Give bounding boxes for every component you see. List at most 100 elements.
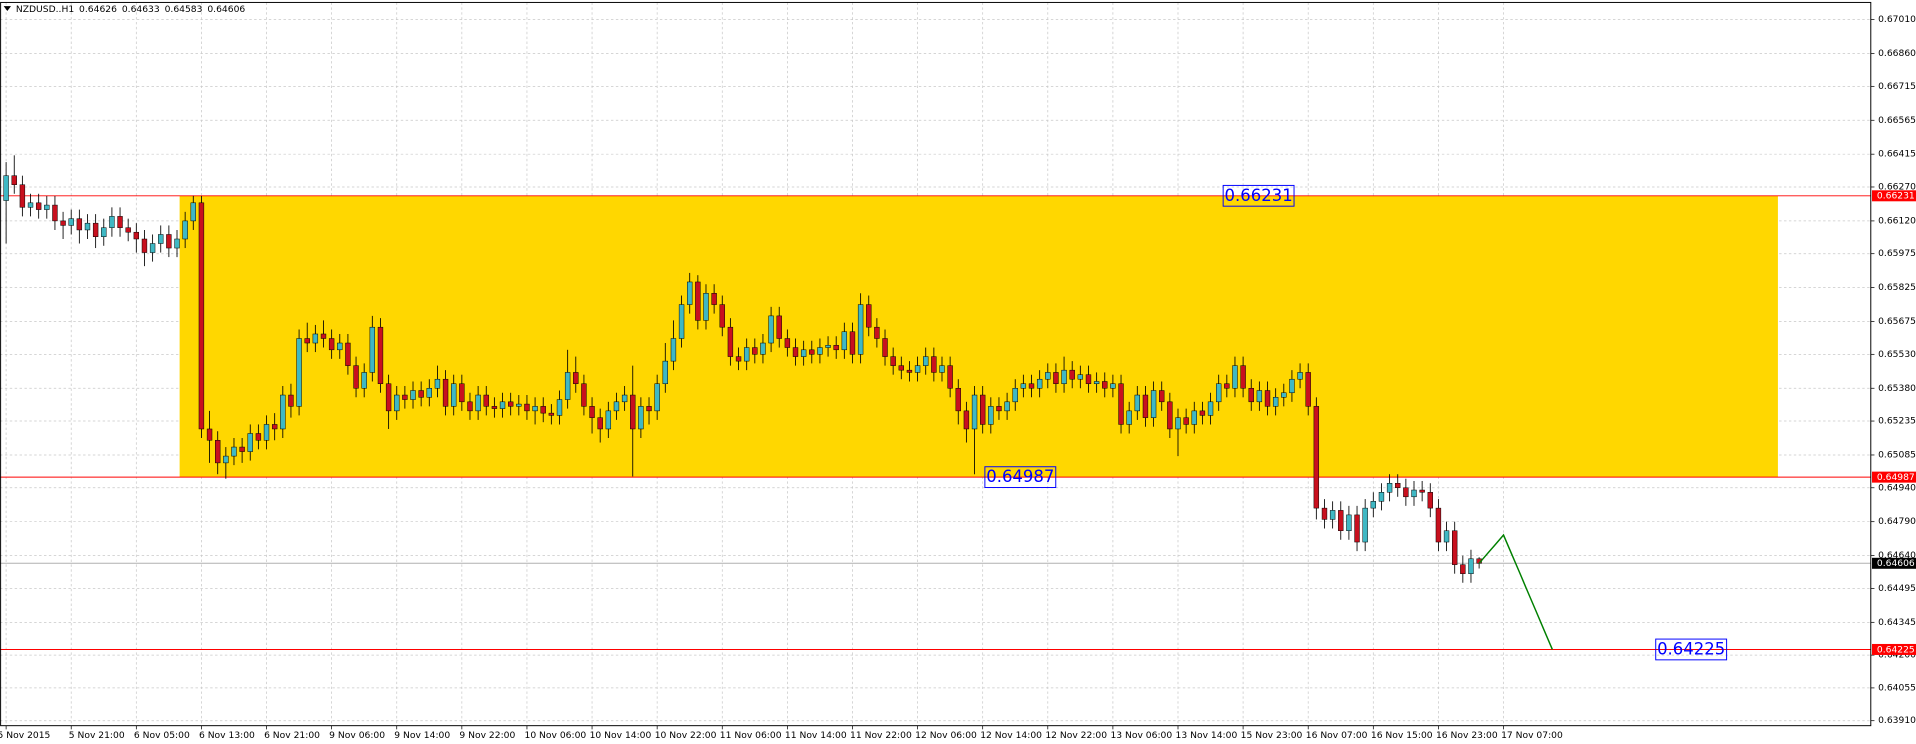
candle-body bbox=[117, 216, 123, 228]
candle-body bbox=[312, 333, 319, 344]
candle-body bbox=[784, 338, 791, 348]
candle-body bbox=[418, 390, 424, 398]
y-tick-label: 0.66415 bbox=[1878, 149, 1916, 160]
candle-body bbox=[1069, 369, 1075, 380]
candle-body bbox=[491, 406, 498, 409]
level-tag: 0.64225 bbox=[1877, 644, 1915, 655]
candle-body bbox=[1085, 374, 1092, 384]
candle-body bbox=[817, 347, 823, 355]
candle-body bbox=[923, 356, 929, 366]
candle-body bbox=[988, 406, 994, 425]
candle-body bbox=[678, 304, 685, 339]
candle-body bbox=[605, 410, 612, 430]
candle-body bbox=[11, 175, 17, 185]
candle-body bbox=[906, 369, 913, 373]
candle-body bbox=[1395, 482, 1401, 489]
candle-body bbox=[1264, 390, 1271, 407]
candle-body bbox=[695, 281, 701, 321]
axis-panel bbox=[1870, 0, 1916, 744]
candle-body bbox=[133, 231, 140, 240]
candle-body bbox=[1338, 510, 1344, 531]
candle-body bbox=[231, 446, 237, 457]
candle-body bbox=[52, 204, 58, 222]
candle-body bbox=[890, 356, 896, 366]
candle-body bbox=[792, 347, 799, 357]
candle-body bbox=[955, 388, 961, 412]
candle-body bbox=[166, 234, 172, 249]
candle-body bbox=[1102, 381, 1108, 389]
candle-body bbox=[68, 218, 74, 226]
chart-title: NZDUSD..H1 0.64626 0.64633 0.64583 0.64606 bbox=[16, 4, 246, 15]
candle-body bbox=[27, 202, 34, 208]
candle-body bbox=[866, 304, 872, 328]
candle-body bbox=[646, 406, 652, 412]
y-tick-label: 0.66120 bbox=[1878, 215, 1916, 226]
candle-body bbox=[467, 401, 473, 412]
candle-body bbox=[149, 243, 156, 253]
title-open: 0.64626 bbox=[79, 4, 117, 15]
candle-body bbox=[507, 401, 514, 407]
x-tick-label: 12 Nov 14:00 bbox=[980, 730, 1042, 741]
candle-body bbox=[1248, 388, 1254, 403]
candle-body bbox=[540, 406, 546, 414]
y-tick-label: 0.64200 bbox=[1878, 650, 1916, 661]
candle-body bbox=[752, 347, 758, 355]
candle-body bbox=[1134, 394, 1140, 412]
zone bbox=[179, 195, 1778, 478]
candle-body bbox=[1378, 492, 1385, 502]
level-label: 0.66231 bbox=[1225, 186, 1293, 205]
candle-body bbox=[1118, 383, 1124, 425]
candle-body bbox=[1370, 501, 1377, 509]
candle-body bbox=[1452, 530, 1458, 565]
candle-body bbox=[719, 304, 725, 328]
x-tick-label: 10 Nov 14:00 bbox=[590, 730, 652, 741]
symbol: NZDUSD..H1 bbox=[16, 4, 74, 15]
candle-body bbox=[1435, 507, 1442, 543]
candle-body bbox=[1419, 489, 1425, 493]
candle-body bbox=[1036, 378, 1043, 389]
candle-body bbox=[735, 356, 742, 362]
x-tick-label: 9 Nov 14:00 bbox=[394, 730, 450, 741]
current-price-tag-box bbox=[1872, 557, 1916, 569]
candle-body bbox=[613, 401, 620, 412]
level-label: 0.64987 bbox=[986, 467, 1054, 486]
candle-body bbox=[963, 410, 970, 430]
candle-body bbox=[1045, 372, 1051, 380]
candle-body bbox=[174, 238, 180, 249]
candle-body bbox=[328, 338, 335, 351]
candle-body bbox=[621, 394, 628, 403]
candle-body bbox=[442, 378, 449, 407]
candle-body bbox=[1403, 487, 1409, 498]
x-tick-label: 16 Nov 23:00 bbox=[1436, 730, 1498, 741]
x-tick-label: 12 Nov 22:00 bbox=[1045, 730, 1107, 741]
candle-body bbox=[882, 338, 888, 357]
y-tick-label: 0.65530 bbox=[1878, 349, 1916, 360]
candle-body bbox=[516, 403, 522, 407]
candle-body bbox=[394, 394, 400, 412]
candle-body bbox=[654, 383, 660, 412]
axis-panel bbox=[0, 725, 1916, 744]
candle-body bbox=[92, 222, 99, 237]
y-tick-label: 0.63910 bbox=[1878, 715, 1916, 726]
x-tick-label: 9 Nov 22:00 bbox=[459, 730, 515, 741]
candle-body bbox=[1281, 392, 1287, 398]
candle-body bbox=[760, 342, 766, 355]
candle-body bbox=[687, 281, 693, 305]
candle-body bbox=[1093, 381, 1100, 384]
candle-body bbox=[971, 394, 978, 430]
candle-body bbox=[556, 399, 563, 416]
x-tick-label: 9 Nov 06:00 bbox=[329, 730, 385, 741]
candle-body bbox=[1004, 401, 1010, 412]
candle-body bbox=[1142, 394, 1149, 418]
candle-body bbox=[979, 394, 986, 425]
x-tick-label: 11 Nov 06:00 bbox=[720, 730, 782, 741]
candle-body bbox=[1012, 388, 1018, 403]
candle-body bbox=[1443, 530, 1450, 543]
candle-body bbox=[1321, 507, 1328, 520]
level-tag-box bbox=[1872, 190, 1916, 202]
candle-body bbox=[451, 383, 457, 407]
candle-body bbox=[874, 326, 880, 339]
candle-body bbox=[800, 349, 807, 357]
candle-body bbox=[426, 388, 432, 398]
candle-body bbox=[1053, 372, 1059, 384]
